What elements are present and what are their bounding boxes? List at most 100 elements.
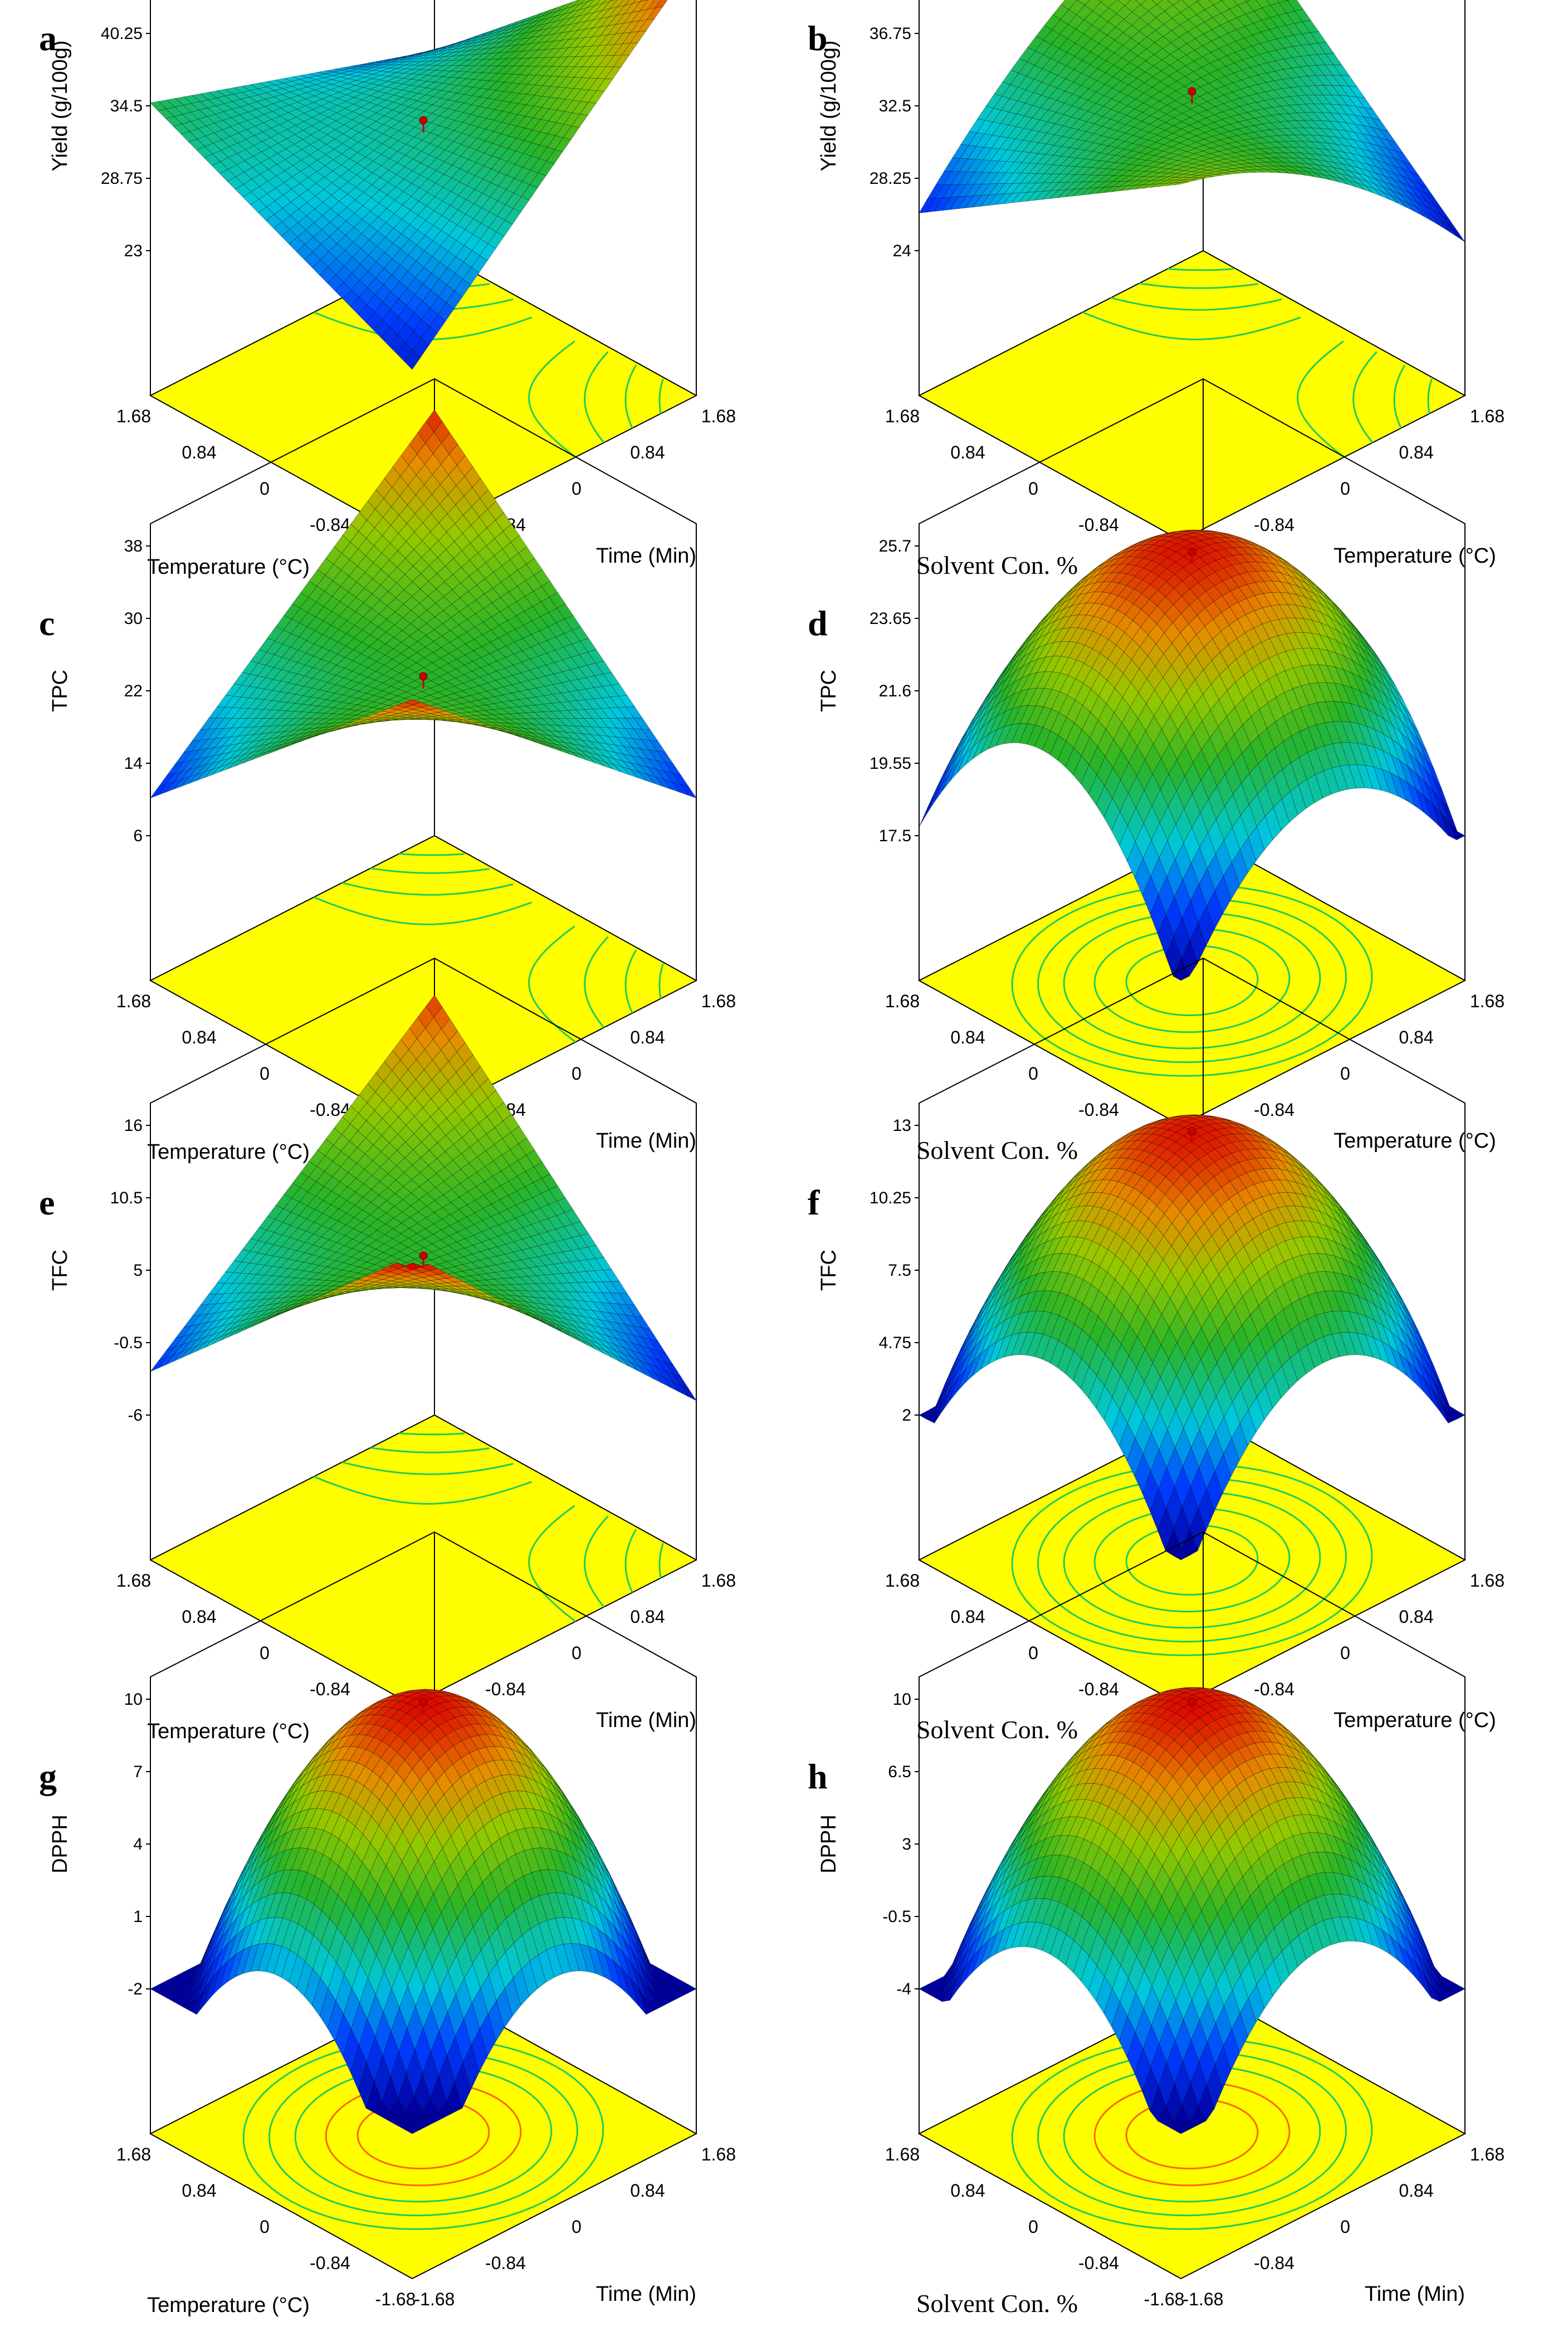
surface-mesh [150,0,668,370]
contour-line [399,853,465,856]
center-point [419,116,428,125]
y-tick-label: 0.84 [1399,1027,1433,1047]
y-axis-label: Temperature (°C) [1333,544,1496,568]
contour-line [313,1476,533,1505]
z-tick-label: 28.75 [101,169,143,188]
contour-line [1011,884,1373,1077]
contour-line [624,1529,637,1593]
contour-line [1352,351,1378,443]
panel-c: 614223038TPC1.680.840-0.84-1.68-1.68-0.8… [22,378,791,1164]
y-tick-label: -0.84 [1254,515,1295,535]
contour-floor [149,1414,698,1706]
contour-line [1063,911,1321,1050]
z-tick-label: 17.5 [879,827,911,845]
z-tick-label: 23.65 [870,609,911,628]
z-axis-label: Yield (g/100g) [48,40,72,171]
z-tick-label: 24 [893,242,911,260]
z-tick-label: 19.55 [870,754,911,773]
contour-line [658,963,664,999]
surface-mesh [919,0,1466,242]
contour-line [528,340,577,458]
contour-line [658,378,664,414]
z-tick-label: 30 [124,609,143,628]
surface-cell [1195,0,1200,2]
contour-line [1427,378,1433,414]
contour-line [1037,898,1347,1064]
surface-cell [404,349,421,370]
surface-plot-e: -6-0.5510.516TFC1.680.840-0.84-1.68-1.68… [39,957,736,1743]
y-tick-label: 1.68 [1470,406,1505,426]
surface-cell [1448,225,1466,242]
contour-line [658,1543,664,1578]
z-tick-label: 14 [124,754,143,773]
contour-line [1082,311,1301,340]
x-axis-label: Temperature (°C) [147,1140,310,1164]
contour-line [528,925,577,1043]
contour-line [1125,944,1259,1017]
contour-line [341,1461,514,1475]
surface-cell [919,794,936,827]
center-point [1188,547,1196,556]
surface-plot-c: 614223038TPC1.680.840-0.84-1.68-1.68-0.8… [39,378,736,1164]
panel-letter: b [808,18,828,58]
x-tick-label: -0.84 [1078,1100,1119,1120]
x-tick-label: -0.84 [310,515,350,535]
x-axis-label: Solvent Con. % [916,1136,1078,1164]
y-axis-label: Temperature (°C) [1333,1129,1496,1153]
panel-letter: d [808,603,828,643]
y-tick-label: 0 [1340,479,1350,499]
x-tick-label: 1.68 [116,991,151,1011]
y-tick-label: 0.84 [630,1027,665,1047]
x-tick-label: 1.68 [885,991,920,1011]
z-axis-label: TPC [817,670,841,712]
center-point [1188,87,1196,96]
surface-cell [1098,0,1103,2]
y-axis-label: Time (Min) [596,1129,696,1153]
z-tick-label: 21.6 [879,682,911,700]
contour-floor [149,835,698,1126]
x-tick-label: 0 [1028,1064,1038,1084]
y-tick-label: 1.68 [701,991,736,1011]
y-tick-label: 0.84 [630,442,665,462]
contour-line [1393,364,1406,429]
z-tick-label: 36.75 [870,25,911,43]
panel-e: -6-0.5510.516TFC1.680.840-0.84-1.68-1.68… [22,957,791,1743]
surface-plot-d: 17.5 19.55 21.6 23.65 25.7 TPC 1.68 0.84 0 -0.84 -… [808,378,1505,1164]
y-tick-label: 0 [571,479,582,499]
y-tick-label: 0 [1340,1064,1350,1084]
contour-line [528,1505,577,1622]
center-point [419,672,428,681]
contour-line [1110,297,1282,311]
y-tick-label: -0.84 [1254,1100,1295,1120]
surface-cell [1173,182,1190,186]
x-tick-label: 0 [260,1064,270,1084]
z-tick-label: 38 [124,537,143,555]
contour-line [1297,340,1345,458]
surface-mesh [150,994,697,1401]
z-tick-label: 23 [124,242,143,260]
z-tick-label: 25.7 [879,537,911,555]
y-tick-label: 0 [571,1064,582,1084]
z-tick-label: 34.5 [110,97,143,115]
surface-cell [404,699,421,705]
panel-letter: a [39,18,57,58]
contour-line [313,896,533,925]
x-tick-label: 0 [1028,479,1038,499]
z-tick-label: 6 [133,827,143,845]
z-tick-label: 28.25 [870,169,911,188]
contour-line [1139,282,1259,289]
x-tick-label: 0.84 [950,442,985,462]
y-tick-label: 1.68 [701,406,736,426]
contour-floor [917,250,1467,542]
contour-line [1093,928,1291,1033]
x-tick-label: 0.84 [182,442,216,462]
z-tick-label: 40.25 [101,25,143,43]
contour-line [584,1515,609,1608]
panel-d: 17.5 19.55 21.6 23.65 25.7 TPC 1.68 0.84 0 -0.84 -… [791,378,1560,1164]
z-tick-label: 22 [124,682,143,700]
